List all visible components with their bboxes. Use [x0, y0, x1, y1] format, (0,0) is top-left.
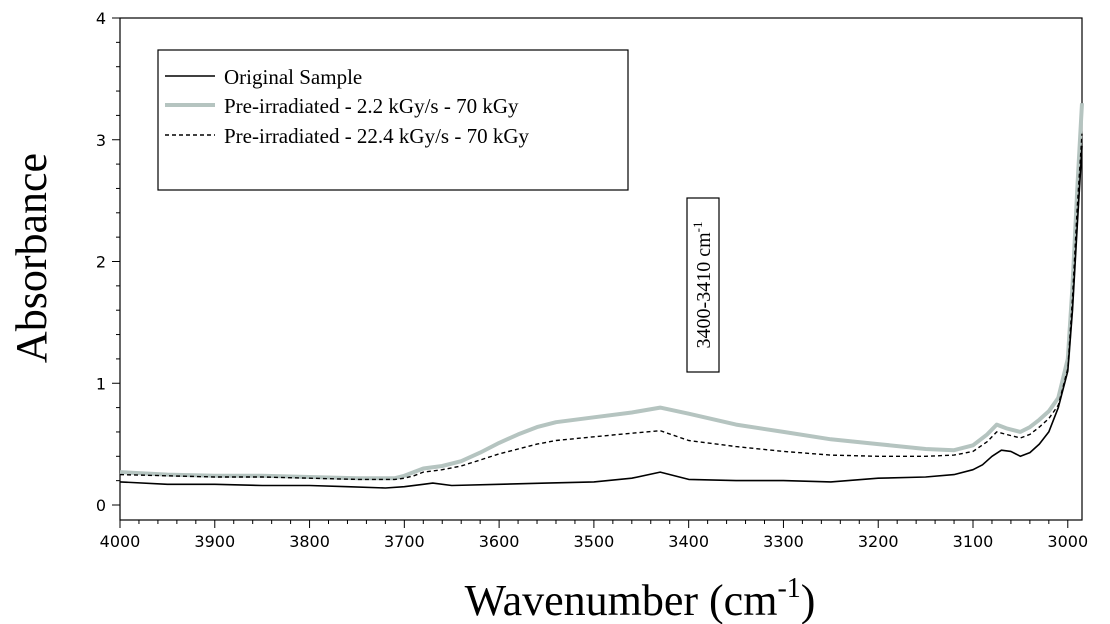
x-tick-label: 4000 — [100, 532, 141, 551]
y-tick-label: 0 — [96, 496, 106, 515]
x-tick-label: 3400 — [668, 532, 709, 551]
series-line-1 — [119, 103, 1084, 481]
x-axis-title-end: ) — [801, 576, 816, 624]
y-axis-title: Absorbance — [7, 153, 56, 363]
peak-annotation: 3400-3410 cm-1 — [686, 197, 720, 373]
y-tick-label: 2 — [96, 253, 106, 272]
y-tick-label: 4 — [96, 9, 106, 28]
y-tick-label: 1 — [96, 374, 106, 393]
peak-annotation-main: 3400-3410 cm — [693, 232, 715, 349]
series-layer — [119, 103, 1084, 489]
x-axis-title-main: Wavenumber (cm — [465, 576, 778, 624]
peak-annotation-sup: -1 — [690, 222, 705, 233]
x-tick-label: 3700 — [384, 532, 425, 551]
legend-label-2-2-kgy: Pre-irradiated - 2.2 kGy/s - 70 kGy — [224, 94, 519, 118]
legend-label-22-4-kgy: Pre-irradiated - 22.4 kGy/s - 70 kGy — [224, 124, 530, 148]
legend: Original Sample Pre-irradiated - 2.2 kGy… — [157, 49, 629, 191]
x-tick-label: 3900 — [194, 532, 235, 551]
x-axis-title: Wavenumber (cm-1) — [465, 573, 816, 624]
peak-annotation-box — [686, 197, 720, 373]
y-axis: 0 1 2 3 4 — [96, 9, 120, 515]
peak-annotation-label: 3400-3410 cm-1 — [690, 222, 715, 349]
legend-box — [157, 49, 629, 191]
x-axis-title-sup: -1 — [777, 573, 800, 604]
plot-frame — [119, 17, 1083, 521]
y-tick-label: 3 — [96, 131, 106, 150]
series-line-0 — [119, 145, 1083, 489]
x-tick-label: 3800 — [289, 532, 330, 551]
x-tick-label: 3100 — [953, 532, 994, 551]
legend-label-original: Original Sample — [224, 65, 362, 89]
x-tick-label: 3200 — [858, 532, 899, 551]
x-tick-label: 3000 — [1047, 532, 1088, 551]
x-axis: 4000 3900 3800 3700 3600 3500 3400 3300 3200 3100… — [100, 520, 1088, 551]
x-tick-label: 3500 — [574, 532, 615, 551]
x-tick-label: 3600 — [479, 532, 520, 551]
series-line-2 — [119, 133, 1083, 481]
x-tick-label: 3300 — [763, 532, 804, 551]
